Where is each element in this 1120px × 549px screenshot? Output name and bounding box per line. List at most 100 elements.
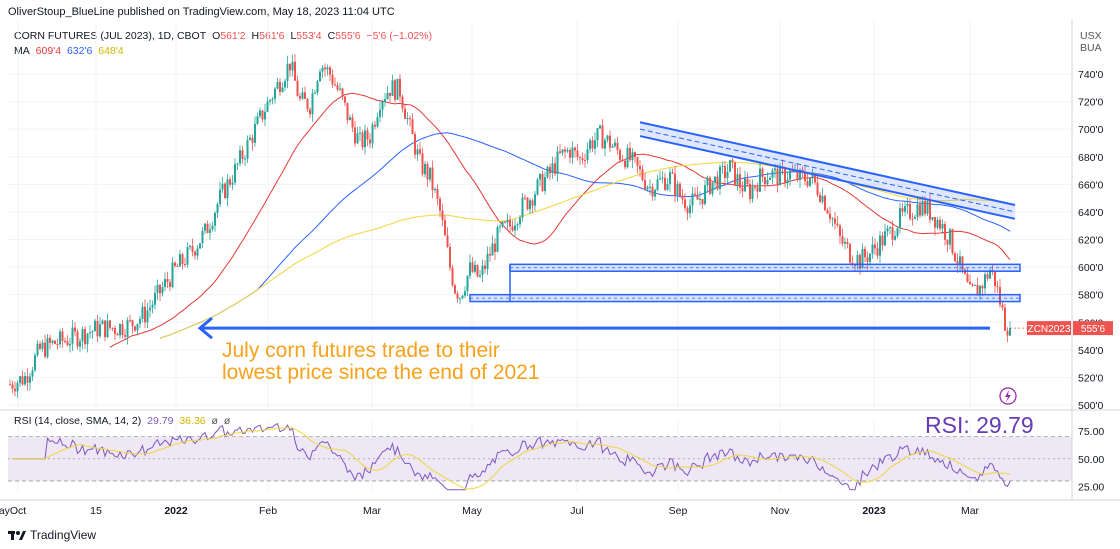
candle-body bbox=[664, 177, 666, 190]
candle-body bbox=[184, 264, 186, 266]
candle-body bbox=[401, 96, 404, 109]
tradingview-brand: TradingView bbox=[30, 528, 97, 542]
candle-body bbox=[46, 337, 49, 357]
currency-line1: USX bbox=[1080, 30, 1102, 42]
candle-body bbox=[934, 217, 936, 228]
rsi-sma-line bbox=[12, 427, 1011, 490]
candle-body bbox=[759, 168, 761, 192]
candle-body bbox=[811, 173, 814, 178]
candle-body bbox=[434, 188, 436, 191]
candle-body bbox=[536, 179, 539, 195]
candle-body bbox=[329, 67, 331, 75]
candle-body bbox=[896, 228, 899, 236]
candle-body bbox=[521, 197, 524, 218]
candle-body bbox=[334, 84, 336, 86]
candle-body bbox=[429, 167, 431, 180]
candle-body bbox=[99, 324, 101, 337]
candle-body bbox=[604, 140, 606, 149]
open-label: O bbox=[212, 30, 221, 42]
channel-mid-line bbox=[639, 128, 1016, 213]
candle-body bbox=[64, 340, 66, 342]
candle-body bbox=[311, 93, 314, 115]
candle-body bbox=[519, 217, 521, 225]
candle-body bbox=[704, 185, 706, 205]
time-tick-label: Nov bbox=[771, 505, 790, 517]
candle-body bbox=[826, 210, 829, 214]
change-value: −5'6 (−1.02%) bbox=[366, 30, 433, 42]
candle-body bbox=[861, 248, 864, 269]
candle-body bbox=[871, 244, 874, 254]
candle-body bbox=[584, 159, 586, 161]
candle-body bbox=[159, 284, 161, 294]
candle-body bbox=[814, 173, 816, 183]
candle-body bbox=[84, 328, 86, 345]
candle-body bbox=[94, 320, 96, 332]
candle-body bbox=[1006, 330, 1009, 336]
candle-body bbox=[899, 208, 901, 229]
candle-body bbox=[431, 167, 434, 191]
candle-body bbox=[186, 247, 189, 265]
candle-body bbox=[201, 230, 204, 244]
candle-body bbox=[839, 225, 841, 237]
candle-body bbox=[144, 306, 146, 323]
candle-body bbox=[231, 182, 234, 185]
candle-body bbox=[391, 80, 394, 96]
candle-body bbox=[24, 376, 26, 385]
candle-body bbox=[859, 254, 861, 269]
candle-body bbox=[499, 226, 501, 228]
candle-body bbox=[809, 177, 811, 186]
candle-body bbox=[699, 199, 701, 201]
candle-body bbox=[631, 152, 634, 161]
candle-body bbox=[594, 140, 596, 149]
candle-body bbox=[989, 270, 991, 279]
candle-body bbox=[246, 139, 249, 159]
candle-body bbox=[994, 271, 996, 287]
candle-body bbox=[561, 149, 564, 153]
candle-body bbox=[174, 262, 176, 266]
price-tick-label: 620'0 bbox=[1078, 235, 1104, 247]
candle-body bbox=[766, 179, 769, 185]
candle-body bbox=[79, 341, 81, 347]
candle-body bbox=[34, 355, 36, 371]
rsi-legend-value: 29.79 bbox=[147, 415, 174, 427]
candle-body bbox=[331, 74, 334, 85]
candle-body bbox=[546, 166, 549, 178]
candle-body bbox=[869, 253, 871, 262]
candle-body bbox=[314, 92, 316, 94]
candle-body bbox=[129, 320, 131, 322]
candle-body bbox=[389, 92, 391, 96]
candle-body bbox=[509, 219, 511, 227]
candle-body bbox=[761, 168, 764, 178]
currency-unit: USX BUA bbox=[1080, 30, 1102, 54]
candle-body bbox=[394, 80, 396, 100]
candle-body bbox=[601, 125, 604, 149]
candle-body bbox=[26, 376, 29, 383]
candle-body bbox=[91, 331, 94, 333]
rsi-legend-title: RSI (14, close, SMA, 14, 2) bbox=[14, 415, 142, 427]
candle-body bbox=[691, 193, 694, 206]
candle-body bbox=[731, 160, 734, 163]
candle-body bbox=[306, 98, 309, 110]
candle-body bbox=[501, 221, 504, 227]
tradingview-footer[interactable]: TradingView bbox=[8, 528, 96, 542]
candle-body bbox=[1009, 328, 1011, 336]
candle-body bbox=[841, 236, 844, 244]
candle-body bbox=[66, 341, 69, 346]
candle-body bbox=[151, 304, 154, 308]
candle-body bbox=[931, 217, 934, 220]
candle-body bbox=[661, 177, 664, 179]
candle-body bbox=[854, 264, 856, 266]
candle-body bbox=[414, 134, 416, 155]
tradingview-logo-icon bbox=[8, 531, 26, 540]
candle-body bbox=[944, 224, 946, 240]
candle-body bbox=[576, 150, 579, 157]
candle-body bbox=[806, 181, 809, 186]
candle-body bbox=[461, 295, 464, 299]
candle-body bbox=[39, 343, 41, 349]
candle-body bbox=[689, 205, 691, 214]
candle-body bbox=[729, 160, 731, 172]
candle-body bbox=[219, 189, 221, 205]
open-value: 561'2 bbox=[220, 30, 246, 42]
candle-body bbox=[181, 254, 184, 265]
